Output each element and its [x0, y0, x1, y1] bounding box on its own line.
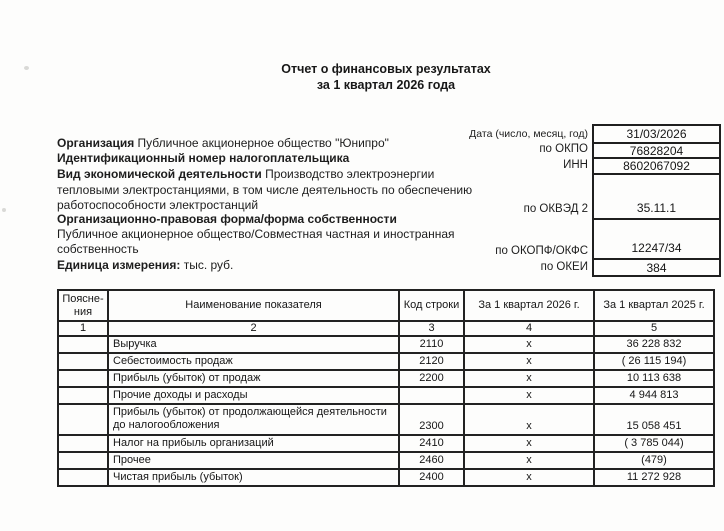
- explanation-cell: [57, 468, 109, 487]
- table-row-pretax-profit: Прибыль (убыток) от продолжающейся деяте…: [57, 403, 715, 436]
- table-row-revenue: Выручка 2110 х 36 228 832: [57, 335, 715, 354]
- codes-box: 31/03/2026 76828204 8602067092 35.11.1 1…: [592, 124, 721, 277]
- organization-value: Публичное акционерное общество "Юнипро": [137, 136, 389, 150]
- inn-value: 8602067092: [594, 159, 719, 175]
- table-row-other-income-expenses: Прочие доходы и расходы х 4 944 813: [57, 386, 715, 405]
- row-current-value: х: [463, 434, 595, 453]
- activity-value-line1: Производство электроэнергии: [265, 167, 435, 181]
- explanation-cell: [57, 369, 109, 388]
- col-header-explanations-line1: Поясне-: [62, 292, 104, 305]
- row-name: Прибыль (убыток) от продаж: [107, 369, 400, 388]
- row-current-value: х: [463, 386, 595, 405]
- explanation-cell: [57, 386, 109, 405]
- organization-label: Организация: [57, 136, 135, 150]
- legal-form-label: Организационно-правовая форма/форма собс…: [57, 212, 397, 226]
- explanation-cell: [57, 335, 109, 354]
- okved-label: по ОКВЭД 2: [523, 203, 588, 215]
- row-name: Прибыль (убыток) от продолжающейся деяте…: [107, 403, 400, 436]
- table-row-income-tax: Налог на прибыль организаций 2410 х ( 3 …: [57, 434, 715, 453]
- scan-artifact: [2, 208, 6, 212]
- row-prior-value: 4 944 813: [593, 386, 715, 405]
- title-line-1: Отчет о финансовых результатах: [281, 62, 491, 76]
- col-header-name: Наименование показателя: [107, 289, 400, 322]
- okved-value: 35.11.1: [594, 175, 719, 220]
- col-header-code: Код строки: [398, 289, 465, 322]
- okei-value: 384: [646, 260, 667, 275]
- activity-value-line2: тепловыми электростанциями, в том числе …: [57, 183, 473, 197]
- table-row-net-profit: Чистая прибыль (убыток) 2400 х 11 272 92…: [57, 468, 715, 487]
- row-current-value: х: [463, 403, 595, 436]
- table-row-cost-of-sales: Себестоимость продаж 2120 х ( 26 115 194…: [57, 352, 715, 371]
- row-code: 2200: [398, 369, 465, 388]
- row-prior-value: ( 26 115 194): [593, 352, 715, 371]
- row-code: [398, 386, 465, 405]
- row-name: Прочее: [107, 451, 400, 470]
- activity-value-line3: работоспособности электростанций: [57, 198, 259, 212]
- row-code: 2400: [398, 468, 465, 487]
- column-numbers-row: 1 2 3 4 5: [57, 320, 715, 337]
- row-name: Выручка: [107, 335, 400, 354]
- row-current-value: х: [463, 468, 595, 487]
- row-name: Налог на прибыль организаций: [107, 434, 400, 453]
- organization-line: Организация Публичное акционерное общест…: [57, 137, 389, 150]
- row-code: 2120: [398, 352, 465, 371]
- explanation-cell: [57, 434, 109, 453]
- row-current-value: х: [463, 369, 595, 388]
- col-header-explanations-line2: ния: [73, 305, 93, 318]
- okpo-label: по ОКПО: [539, 143, 588, 155]
- row-name: Чистая прибыль (убыток): [107, 468, 400, 487]
- row-name-line2: до налогообложения: [113, 419, 220, 431]
- okopf-label: по ОКОПФ/ОКФС: [495, 245, 588, 257]
- unit-label: Единица измерения:: [57, 258, 181, 272]
- legal-form-line2: собственность: [57, 242, 139, 256]
- unit-value: тыс. руб.: [183, 258, 234, 272]
- row-code: 2460: [398, 451, 465, 470]
- title-line-2: за 1 квартал 2026 года: [316, 78, 456, 92]
- col-header-prior-period: За 1 квартал 2025 г.: [593, 289, 715, 322]
- col-header-current-period: За 1 квартал 2026 г.: [463, 289, 595, 322]
- row-prior-value: ( 3 785 044): [593, 434, 715, 453]
- okopf-value: 12247/34: [594, 220, 719, 260]
- activity-line: Вид экономической деятельности Производс…: [57, 168, 434, 181]
- table-row-other: Прочее 2460 х (479): [57, 451, 715, 470]
- activity-label: Вид экономической деятельности: [57, 167, 262, 181]
- row-current-value: х: [463, 451, 595, 470]
- inn-label: ИНН: [563, 159, 588, 171]
- explanation-cell: [57, 352, 109, 371]
- table-row-sales-profit: Прибыль (убыток) от продаж 2200 х 10 113…: [57, 369, 715, 388]
- legal-form-line1: Публичное акционерное общество/Совместна…: [57, 227, 455, 241]
- scan-artifact: [24, 66, 29, 70]
- date-label: Дата (число, месяц, год): [469, 128, 588, 140]
- col-number-3: 3: [398, 320, 465, 337]
- row-prior-value: (479): [593, 451, 715, 470]
- explanation-cell: [57, 451, 109, 470]
- row-prior-value: 11 272 928: [593, 468, 715, 487]
- col-header-explanations: Поясне- ния: [57, 289, 109, 322]
- explanation-cell: [57, 403, 109, 436]
- col-number-1: 1: [57, 320, 109, 337]
- okpo-value: 76828204: [594, 144, 719, 159]
- row-code: 2300: [398, 403, 465, 436]
- document-title: Отчет о финансовых результатах за 1 квар…: [57, 61, 715, 93]
- row-code: 2410: [398, 434, 465, 453]
- row-current-value: х: [463, 335, 595, 354]
- row-prior-value: 36 228 832: [593, 335, 715, 354]
- col-number-2: 2: [107, 320, 400, 337]
- financial-results-table: Поясне- ния Наименование показателя Код …: [57, 289, 715, 487]
- col-number-4: 4: [463, 320, 595, 337]
- row-name-line1: Прибыль (убыток) от продолжающейся деяте…: [113, 406, 387, 418]
- col-number-5: 5: [593, 320, 715, 337]
- unit-line: Единица измерения: тыс. руб.: [57, 259, 233, 272]
- row-prior-value: 10 113 638: [593, 369, 715, 388]
- table-header-row: Поясне- ния Наименование показателя Код …: [57, 289, 715, 322]
- row-name: Себестоимость продаж: [107, 352, 400, 371]
- row-current-value: х: [463, 352, 595, 371]
- row-prior-value: 15 058 451: [593, 403, 715, 436]
- taxpayer-id-label: Идентификационный номер налогоплательщик…: [57, 151, 350, 165]
- row-code: 2110: [398, 335, 465, 354]
- date-value: 31/03/2026: [594, 126, 719, 144]
- row-name: Прочие доходы и расходы: [107, 386, 400, 405]
- okei-label: по ОКЕИ: [540, 261, 588, 273]
